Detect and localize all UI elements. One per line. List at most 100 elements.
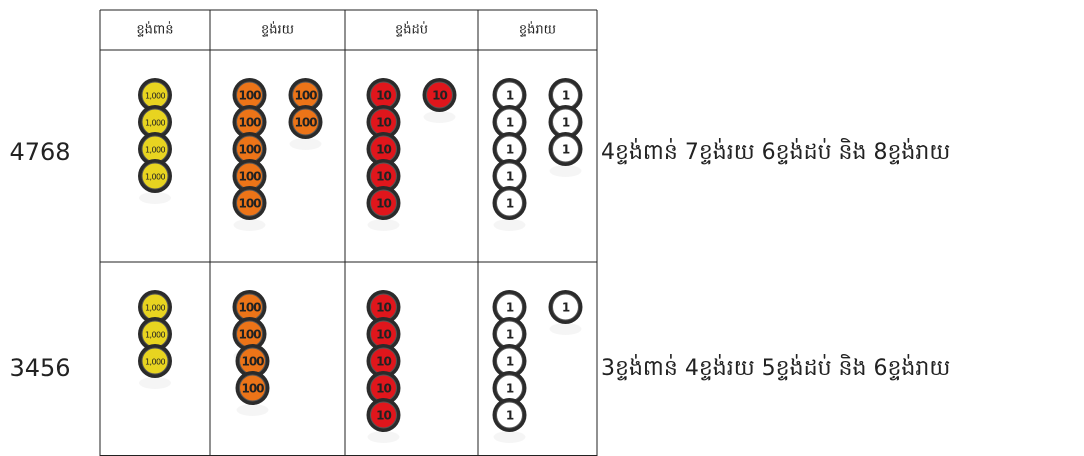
coin-label: 1 xyxy=(562,301,570,315)
coin-label: 10 xyxy=(376,355,391,369)
coin-face xyxy=(141,347,169,375)
coin-label: 1,000 xyxy=(145,304,165,313)
coin-label: 10 xyxy=(376,143,391,157)
coin: 100 xyxy=(235,371,270,416)
coin-label: 1 xyxy=(506,197,514,211)
coin: 10 xyxy=(366,398,401,443)
coin: 10 xyxy=(422,78,457,123)
coin-group: 1 1 1 1 1 1 xyxy=(492,290,583,443)
row-number: 4768 xyxy=(9,138,70,166)
coin: 100 xyxy=(232,78,267,123)
row-description: 3ខ្ទង់ពាន់ 4ខ្ទង់រយ 5ខ្ទង់ដប់ និង 6ខ្ទង់… xyxy=(601,354,950,381)
coin-label: 10 xyxy=(376,328,391,342)
coin-shadow xyxy=(233,219,266,231)
coin-face xyxy=(236,189,263,217)
coin-label: 10 xyxy=(376,197,391,211)
coin-group: 100 100 100 100 xyxy=(232,290,270,416)
coin-shadow xyxy=(549,323,582,335)
coin-face xyxy=(496,189,523,217)
coin-shadow xyxy=(493,219,526,231)
coin-label: 1,000 xyxy=(145,358,165,367)
coin: 100 xyxy=(232,317,267,362)
column-header: ខ្ទង់រយ xyxy=(261,21,294,38)
coin-label: 1 xyxy=(506,409,514,423)
column-header: ខ្ទង់រាយ xyxy=(519,21,556,38)
coin: 1 xyxy=(548,78,583,123)
coin: 1 xyxy=(492,398,527,443)
coin-label: 100 xyxy=(238,301,261,315)
coin-label: 1,000 xyxy=(145,173,165,182)
coin-face xyxy=(141,162,169,190)
row-number: 3456 xyxy=(9,354,70,382)
coin-label: 1 xyxy=(506,301,514,315)
coin-label: 100 xyxy=(238,143,261,157)
coin: 1 xyxy=(492,186,527,231)
coin-label: 100 xyxy=(241,355,264,369)
coin-label: 1 xyxy=(562,143,570,157)
coin: 10 xyxy=(366,186,401,231)
coin-shadow xyxy=(289,138,322,150)
coin-label: 10 xyxy=(376,301,391,315)
coin: 1,000 xyxy=(138,344,172,389)
column-header: ខ្ទង់ដប់ xyxy=(395,21,428,38)
coin-group: 100 100 100 100 100 100 100 xyxy=(232,78,323,231)
coin-group: 1 1 1 1 1 1 1 1 xyxy=(492,78,583,231)
coin-shadow xyxy=(423,111,456,123)
coin-label: 10 xyxy=(376,170,391,184)
coin-face xyxy=(552,135,579,163)
coin-face xyxy=(552,293,579,321)
coin-label: 1 xyxy=(506,89,514,103)
coin-shadow xyxy=(367,219,400,231)
coin-label: 1,000 xyxy=(145,92,165,101)
coin-label: 1 xyxy=(506,116,514,130)
coin-shadow xyxy=(367,431,400,443)
coin-group: 1,000 1,000 1,000 xyxy=(138,290,172,389)
coin-shadow xyxy=(139,192,171,204)
coin-label: 10 xyxy=(376,116,391,130)
coin-label: 10 xyxy=(376,89,391,103)
coin-face xyxy=(239,374,266,402)
coin: 100 xyxy=(288,105,323,150)
coin-label: 1,000 xyxy=(145,331,165,340)
coin-face xyxy=(426,81,453,109)
row-description: 4ខ្ទង់ពាន់ 7ខ្ទង់រយ 6ខ្ទង់ដប់ និង 8ខ្ទង់… xyxy=(601,138,950,165)
coin-label: 10 xyxy=(376,409,391,423)
coin-label: 10 xyxy=(376,382,391,396)
coin-face xyxy=(292,108,319,136)
coin-shadow xyxy=(493,431,526,443)
coin: 100 xyxy=(232,186,267,231)
coin-group: 10 10 10 10 10 xyxy=(366,290,401,443)
coin-label: 1,000 xyxy=(145,119,165,128)
coin: 1,000 xyxy=(138,159,172,204)
coin-face xyxy=(370,401,397,429)
coin-label: 1 xyxy=(506,355,514,369)
coin-label: 1 xyxy=(562,116,570,130)
coin-label: 100 xyxy=(238,116,261,130)
coin-shadow xyxy=(549,165,582,177)
coin: 1 xyxy=(548,290,583,335)
coin-label: 100 xyxy=(241,382,264,396)
coin-label: 100 xyxy=(238,328,261,342)
coin-label: 1 xyxy=(562,89,570,103)
coin-label: 1,000 xyxy=(145,146,165,155)
coin-shadow xyxy=(139,377,171,389)
coin: 1 xyxy=(548,132,583,177)
coin-label: 100 xyxy=(238,170,261,184)
coin-label: 1 xyxy=(506,382,514,396)
coin-label: 100 xyxy=(238,197,261,211)
coin-label: 10 xyxy=(432,89,447,103)
coin-group: 10 10 10 10 10 10 xyxy=(366,78,457,231)
coin: 100 xyxy=(232,105,267,150)
coin-group: 1,000 1,000 1,000 1,000 xyxy=(138,78,172,204)
coin-label: 100 xyxy=(294,89,317,103)
coin-face xyxy=(370,189,397,217)
coin-label: 1 xyxy=(506,170,514,184)
column-header: ខ្ទង់ពាន់ xyxy=(136,21,173,38)
coin-label: 100 xyxy=(238,89,261,103)
coin-label: 1 xyxy=(506,328,514,342)
coin: 100 xyxy=(235,344,270,389)
coin-shadow xyxy=(236,404,269,416)
coin-label: 1 xyxy=(506,143,514,157)
coin-face xyxy=(496,401,523,429)
